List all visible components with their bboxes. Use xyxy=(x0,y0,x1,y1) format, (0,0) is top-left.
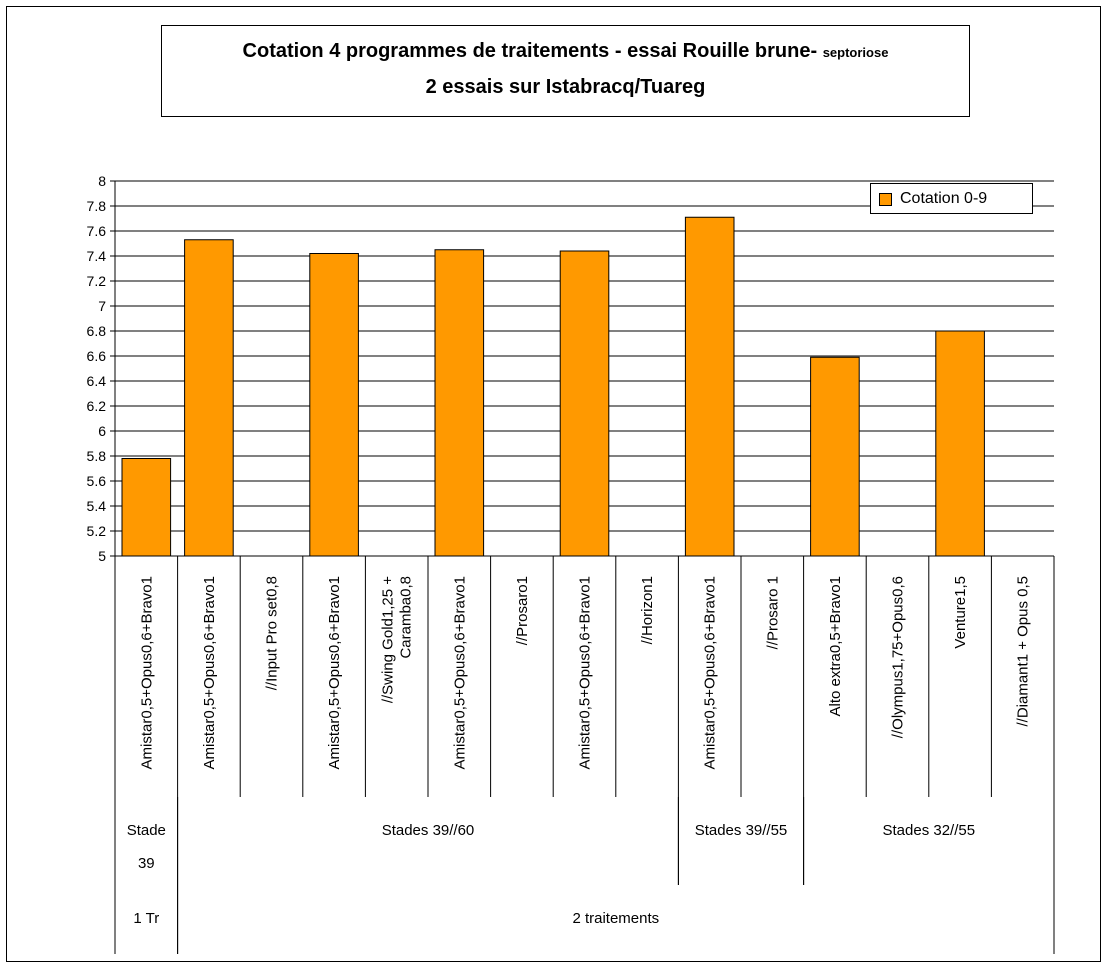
bar xyxy=(309,253,359,557)
x-tick-label: Amistar0,5+Opus0,6+Bravo1 xyxy=(702,576,719,769)
y-tick-label: 7.2 xyxy=(87,273,107,289)
y-tick-label: 6.6 xyxy=(87,348,107,364)
x-tick-label: Amistar0,5+Opus0,6+Bravo1 xyxy=(201,576,218,769)
bar xyxy=(935,330,985,557)
x-tick-label: Caramba0,8 xyxy=(398,576,415,659)
x-tick-label: Amistar0,5+Opus0,6+Bravo1 xyxy=(577,576,594,769)
legend-swatch xyxy=(879,193,892,206)
x-group-label: Stades 32//55 xyxy=(883,822,976,839)
x-group-label: Stade xyxy=(127,822,166,839)
y-tick-label: 8 xyxy=(98,173,106,189)
x-tick-label: Amistar0,5+Opus0,6+Bravo1 xyxy=(451,576,468,769)
y-tick-label: 7.6 xyxy=(87,223,107,239)
y-tick-label: 5.4 xyxy=(87,498,107,514)
y-tick-label: 6.2 xyxy=(87,398,107,414)
y-tick-label: 5 xyxy=(98,548,106,564)
x-tick-label: //Input Pro set0,8 xyxy=(264,576,281,690)
bar xyxy=(434,249,485,557)
legend-label: Cotation 0-9 xyxy=(900,190,988,207)
x-tick-label: //Diamant1 + Opus 0,5 xyxy=(1015,576,1032,727)
x-group-label: Stades 39//60 xyxy=(382,822,475,839)
bar xyxy=(121,458,172,557)
chart-title-main: Cotation 4 programmes de traitements - e… xyxy=(242,40,818,62)
x-group-label: 2 traitements xyxy=(572,910,659,927)
x-tick-label: //Prosaro 1 xyxy=(764,576,781,649)
y-tick-label: 7 xyxy=(98,298,106,314)
bar xyxy=(810,356,860,557)
x-tick-label: //Swing Gold1,25 + xyxy=(380,576,397,703)
y-tick-label: 5.8 xyxy=(87,448,107,464)
chart-subtitle: 2 essais sur Istabracq/Tuareg xyxy=(425,76,706,98)
y-tick-label: 7.8 xyxy=(87,198,107,214)
y-tick-label: 6.4 xyxy=(87,373,107,389)
chart-title: Cotation 4 programmes de traitements - e… xyxy=(162,40,969,63)
x-tick-label: Amistar0,5+Opus0,6+Bravo1 xyxy=(138,576,155,769)
x-group-label: Stades 39//55 xyxy=(695,822,788,839)
x-tick-label: //Horizon1 xyxy=(639,576,656,644)
chart-title-box: Cotation 4 programmes de traitements - e… xyxy=(161,25,970,117)
x-tick-label: Alto extra0,5+Bravo1 xyxy=(827,576,844,717)
bar xyxy=(184,239,234,557)
y-tick-label: 7.4 xyxy=(87,248,107,264)
x-tick-label: Venture1,5 xyxy=(952,576,969,649)
y-tick-label: 5.2 xyxy=(87,523,107,539)
x-group-label: 1 Tr xyxy=(133,910,159,927)
x-tick-label: //Prosaro1 xyxy=(514,576,531,645)
x-tick-label: Amistar0,5+Opus0,6+Bravo1 xyxy=(326,576,343,769)
x-tick-label: //Olympus1,75+Opus0,6 xyxy=(890,576,907,738)
y-tick-label: 6.8 xyxy=(87,323,107,339)
bar xyxy=(684,216,735,557)
chart-title-suffix: septoriose xyxy=(822,45,889,60)
x-group-label: 39 xyxy=(138,855,155,872)
y-tick-label: 6 xyxy=(98,423,106,439)
legend: Cotation 0-9 xyxy=(870,183,1033,214)
y-tick-label: 5.6 xyxy=(87,473,107,489)
bar xyxy=(559,250,610,557)
